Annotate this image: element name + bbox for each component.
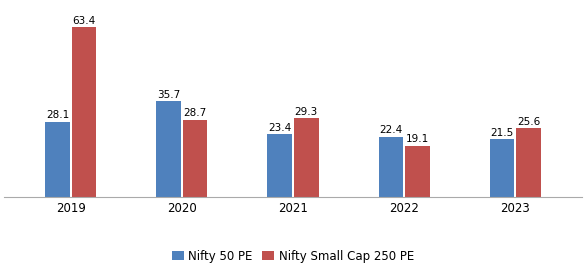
Legend: Nifty 50 PE, Nifty Small Cap 250 PE: Nifty 50 PE, Nifty Small Cap 250 PE — [167, 245, 419, 267]
Text: 63.4: 63.4 — [73, 15, 96, 26]
Bar — [267, 134, 292, 197]
Text: 19.1: 19.1 — [406, 134, 429, 144]
Text: 22.4: 22.4 — [379, 125, 403, 135]
Bar — [516, 128, 541, 197]
Text: 28.7: 28.7 — [183, 108, 207, 118]
Bar — [294, 118, 319, 197]
Text: 25.6: 25.6 — [517, 117, 540, 127]
Bar — [405, 146, 430, 197]
Bar — [490, 139, 514, 197]
Text: 29.3: 29.3 — [295, 107, 318, 117]
Bar — [72, 27, 96, 197]
Text: 28.1: 28.1 — [46, 110, 69, 120]
Bar — [45, 121, 70, 197]
Bar — [379, 137, 403, 197]
Bar — [183, 120, 207, 197]
Text: 21.5: 21.5 — [490, 128, 513, 138]
Text: 23.4: 23.4 — [268, 123, 291, 132]
Text: 35.7: 35.7 — [157, 90, 180, 100]
Bar — [156, 101, 181, 197]
